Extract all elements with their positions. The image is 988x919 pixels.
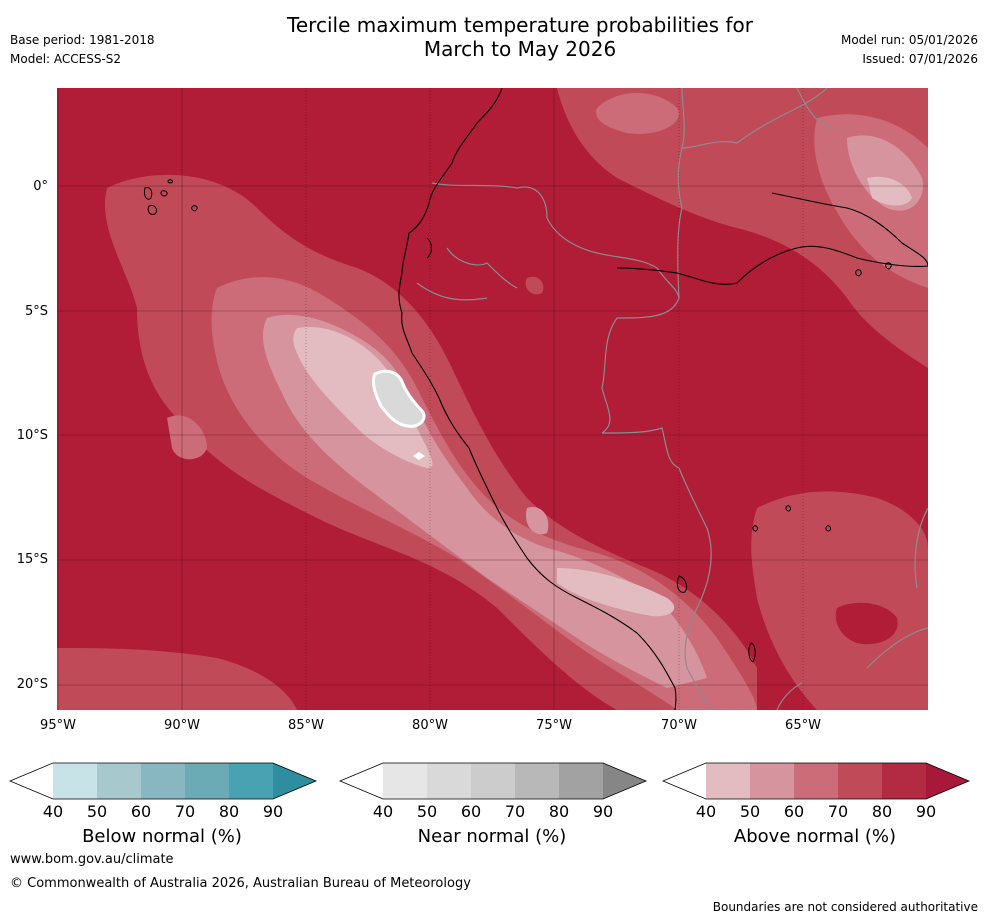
title-line-1: Tercile maximum temperature probabilitie… bbox=[287, 13, 753, 37]
cb-near-seg-6 bbox=[603, 763, 646, 799]
copyright-notice: © Commonwealth of Australia 2026, Austra… bbox=[10, 876, 471, 891]
band-50 bbox=[293, 176, 912, 617]
cb-near-title: Near normal (%) bbox=[417, 826, 567, 847]
cb-below-tick-40: 40 bbox=[42, 802, 64, 821]
cb-below-tick-50: 50 bbox=[86, 802, 108, 821]
lon-label-80w: 80°W bbox=[412, 718, 448, 733]
cb-above-seg-1 bbox=[706, 763, 750, 799]
lat-label-20s: 20°S bbox=[16, 677, 48, 692]
colorbar-below-normal bbox=[9, 762, 318, 800]
lon-label-85w: 85°W bbox=[288, 718, 324, 733]
cb-above-tick-70: 70 bbox=[827, 802, 849, 821]
cb-near-seg-1 bbox=[383, 763, 427, 799]
lon-label-70w: 70°W bbox=[661, 718, 697, 733]
cb-above-tick-90: 90 bbox=[915, 802, 937, 821]
cb-near-tick-40: 40 bbox=[372, 802, 394, 821]
cb-near-seg-4 bbox=[515, 763, 559, 799]
cb-near-tick-60: 60 bbox=[460, 802, 482, 821]
model-label: Model: ACCESS-S2 bbox=[10, 52, 122, 66]
cb-near-seg-5 bbox=[559, 763, 603, 799]
cb-near-tick-80: 80 bbox=[548, 802, 570, 821]
cb-above-seg-0 bbox=[663, 763, 706, 799]
cb-below-seg-0 bbox=[10, 763, 53, 799]
cb-below-seg-6 bbox=[273, 763, 316, 799]
lon-label-90w: 90°W bbox=[164, 718, 200, 733]
lat-label-0: 0° bbox=[33, 179, 48, 194]
cb-near-tick-90: 90 bbox=[592, 802, 614, 821]
colorbar-above-normal bbox=[662, 762, 971, 800]
cb-below-tick-70: 70 bbox=[174, 802, 196, 821]
cb-below-tick-80: 80 bbox=[218, 802, 240, 821]
probability-map bbox=[57, 88, 928, 710]
cb-above-tick-40: 40 bbox=[695, 802, 717, 821]
model-run-label: Model run: 05/01/2026 bbox=[840, 33, 978, 47]
cb-above-title: Above normal (%) bbox=[733, 826, 897, 847]
cb-below-seg-5 bbox=[229, 763, 273, 799]
cb-near-seg-2 bbox=[427, 763, 471, 799]
lat-label-10s: 10°S bbox=[16, 428, 48, 443]
website-link[interactable]: www.bom.gov.au/climate bbox=[10, 852, 174, 867]
graticule bbox=[57, 88, 928, 710]
cb-above-seg-6 bbox=[926, 763, 969, 799]
cb-below-seg-2 bbox=[97, 763, 141, 799]
coastline bbox=[398, 88, 928, 710]
colorbar-near-normal bbox=[339, 762, 648, 800]
title-line-2: March to May 2026 bbox=[423, 37, 617, 61]
page-title: Tercile maximum temperature probabilitie… bbox=[160, 13, 880, 61]
cb-below-seg-3 bbox=[141, 763, 185, 799]
cb-below-title: Below normal (%) bbox=[82, 826, 242, 847]
boundaries-disclaimer: Boundaries are not considered authoritat… bbox=[712, 900, 978, 914]
cb-above-seg-5 bbox=[882, 763, 926, 799]
cb-near-tick-50: 50 bbox=[416, 802, 438, 821]
cb-below-tick-90: 90 bbox=[262, 802, 284, 821]
cb-below-seg-4 bbox=[185, 763, 229, 799]
cb-below-seg-1 bbox=[53, 763, 97, 799]
lon-label-75w: 75°W bbox=[536, 718, 572, 733]
cb-above-tick-60: 60 bbox=[783, 802, 805, 821]
cb-above-seg-2 bbox=[750, 763, 794, 799]
cb-above-seg-4 bbox=[838, 763, 882, 799]
cb-above-tick-80: 80 bbox=[871, 802, 893, 821]
cb-near-seg-0 bbox=[340, 763, 383, 799]
issued-label: Issued: 07/01/2026 bbox=[862, 52, 978, 66]
cb-near-tick-70: 70 bbox=[504, 802, 526, 821]
lat-label-5s: 5°S bbox=[24, 304, 48, 319]
country-borders bbox=[416, 88, 928, 710]
cb-above-seg-3 bbox=[794, 763, 838, 799]
islands bbox=[144, 179, 892, 663]
lat-label-15s: 15°S bbox=[16, 552, 48, 567]
lon-label-65w: 65°W bbox=[785, 718, 821, 733]
cb-above-tick-50: 50 bbox=[739, 802, 761, 821]
near-normal-area bbox=[371, 369, 426, 460]
lon-label-95w: 95°W bbox=[40, 718, 76, 733]
cb-below-tick-60: 60 bbox=[130, 802, 152, 821]
base-period-label: Base period: 1981-2018 bbox=[10, 33, 155, 47]
cb-near-seg-3 bbox=[471, 763, 515, 799]
